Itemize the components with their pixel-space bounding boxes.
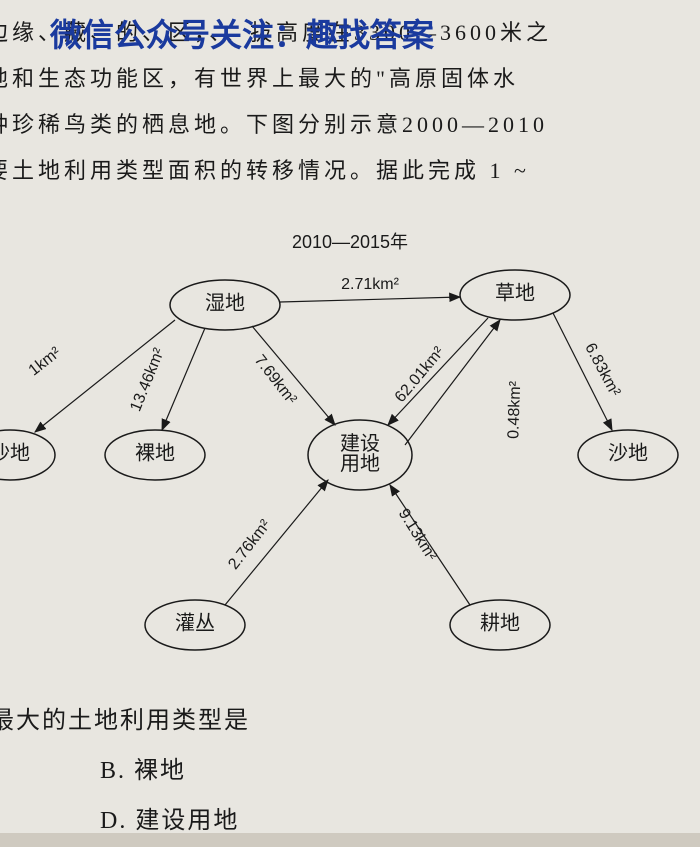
node-label-shidi: 湿地 <box>205 292 245 315</box>
edge-label-caodi-jianshe: 62.01km² <box>392 343 448 406</box>
edge-label-jianshe-caodi: 0.48km² <box>505 380 524 439</box>
node-label-jianshe: 建设用地 <box>340 432 380 475</box>
edge-label-gengdi-jianshe: 9.13km² <box>395 506 440 565</box>
node-label-caodi: 草地 <box>495 282 535 305</box>
watermark-text: 微信公众号关注：趣找答案 <box>50 10 434 56</box>
node-label-shadiL: 沙地 <box>0 442 30 465</box>
diagram-title: 2010—2015年 <box>292 232 408 252</box>
node-label-shadiR: 沙地 <box>608 442 648 465</box>
passage-line-3: 多种珍稀鸟类的栖息地。下图分别示意2000—2010 <box>0 104 548 146</box>
edge-shidi-caodi <box>280 297 460 302</box>
edge-label-guan-jianshe: 2.76km² <box>225 516 274 573</box>
edge-shidi-luodi <box>162 328 205 430</box>
passage-line-4: 主要土地利用类型面积的转移情况。据此完成 1 ~ <box>0 150 530 192</box>
edge-caodi-jianshe <box>388 318 488 425</box>
node-label-luodi: 裸地 <box>135 442 175 465</box>
edge-label-shidi-luodi: 13.46km² <box>127 345 168 414</box>
edge-label-caodi-shadiR: 6.83km² <box>581 340 623 400</box>
question-stem: 最大的土地利用类型是 <box>0 700 250 735</box>
node-label-guan: 灌丛 <box>175 612 215 635</box>
option-b: B. 裸地 <box>100 750 186 785</box>
passage-line-2: 养地和生态功能区，有世界上最大的"高原固体水 <box>0 58 519 100</box>
edge-label-shidi-jianshe: 7.69km² <box>251 352 300 409</box>
option-d: D. 建设用地 <box>100 800 239 835</box>
bottom-shadow-strip <box>0 833 700 847</box>
land-use-diagram: 2010—2015年 2.71km² 13.46km² 7.69km² 1km² 62.… <box>0 230 700 670</box>
edge-label-shidi-caodi: 2.71km² <box>341 276 399 293</box>
edge-label-shidi-shadiL: 1km² <box>26 344 65 380</box>
node-label-gengdi: 耕地 <box>480 612 520 635</box>
